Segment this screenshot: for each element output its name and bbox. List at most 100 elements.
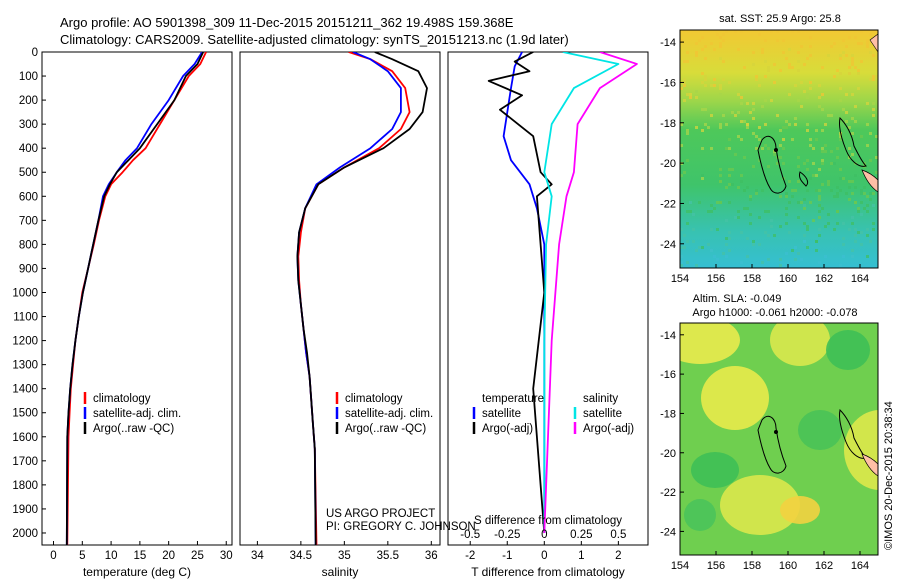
sla-blob-low [798, 410, 842, 450]
sst-pixel [857, 207, 860, 210]
sst-pixel [866, 45, 869, 48]
sst-pixel [698, 201, 701, 204]
sst-pixel [767, 66, 770, 69]
sst-pixel [851, 117, 854, 120]
land-patch [869, 33, 878, 53]
sst-pixel [836, 186, 839, 189]
sst-pixel [779, 258, 782, 261]
sst-pixel [719, 42, 722, 45]
sst-pixel [806, 246, 809, 249]
sst-pixel [740, 180, 743, 183]
sst-pixel [872, 204, 875, 207]
sst-pixel [848, 66, 851, 69]
sst-pixel [728, 249, 731, 252]
sst-pixel [680, 87, 683, 90]
sst-pixel [701, 108, 704, 111]
sst-pixel [845, 93, 848, 96]
sst-pixel [851, 216, 854, 219]
x-tick-label: 25 [191, 550, 204, 562]
sst-pixel [767, 165, 770, 168]
x-tick-label: 36 [425, 550, 438, 562]
sst-pixel [797, 216, 800, 219]
sst-pixel [779, 129, 782, 132]
sst-pixel [815, 189, 818, 192]
s-diff-tick-label: -0.25 [494, 529, 520, 541]
sst-pixel [818, 198, 821, 201]
sst-pixel [860, 30, 863, 33]
sst-pixel [803, 198, 806, 201]
argo-float-marker [774, 148, 778, 152]
sst-pixel [749, 111, 752, 114]
sst-pixel [758, 216, 761, 219]
sst-pixel [818, 84, 821, 87]
sst-pixel [866, 102, 869, 105]
sst-pixel [824, 144, 827, 147]
sst-pixel [686, 159, 689, 162]
sst-pixel [728, 168, 731, 171]
sst-pixel [707, 210, 710, 213]
depth-tick-label: 1300 [12, 360, 38, 372]
sst-pixel [695, 264, 698, 267]
sst-pixel [764, 39, 767, 42]
sst-pixel [725, 255, 728, 258]
sst-pixel [680, 246, 683, 249]
sst-pixel [728, 138, 731, 141]
depth-tick-label: 0 [32, 47, 38, 59]
sst-pixel [779, 156, 782, 159]
argo-float-marker [774, 430, 778, 434]
x-tick-label: 35 [338, 550, 351, 562]
sst-pixel [752, 165, 755, 168]
x-tick-label: -1 [502, 550, 512, 562]
sst-pixel [740, 30, 743, 33]
sst-pixel [872, 192, 875, 195]
map-lat-tick-label: -18 [660, 118, 676, 130]
sst-pixel [800, 201, 803, 204]
sst-pixel [719, 45, 722, 48]
header-line2: Climatology: CARS2009. Satellite-adjuste… [60, 32, 569, 47]
sst-pixel [869, 198, 872, 201]
sst-pixel [701, 147, 704, 150]
sst-pixel [680, 261, 683, 264]
sst-pixel [758, 138, 761, 141]
sst-pixel [788, 180, 791, 183]
sst-pixel [680, 255, 683, 258]
sst-pixel [827, 180, 830, 183]
legend-label-argo: Argo(..raw -QC) [345, 423, 426, 435]
sst-pixel [794, 189, 797, 192]
sst-pixel [827, 213, 830, 216]
s-difference-axis-label: S difference from climatology [474, 515, 622, 527]
sst-pixel [683, 84, 686, 87]
sst-pixel [824, 150, 827, 153]
sst-pixel [752, 132, 755, 135]
sst-pixel [704, 75, 707, 78]
sst-pixel [764, 123, 767, 126]
sst-pixel [857, 210, 860, 213]
temperature-series [65, 52, 207, 545]
sst-pixel [740, 138, 743, 141]
sst-pixel [695, 249, 698, 252]
sst-pixel [824, 225, 827, 228]
sst-pixel [818, 216, 821, 219]
x-tick-label: 0 [541, 550, 547, 562]
sst-pixel [719, 126, 722, 129]
reef-contour [839, 116, 867, 167]
sst-pixel [767, 258, 770, 261]
sst-pixel [797, 165, 800, 168]
sst-pixel [839, 138, 842, 141]
sst-pixel [743, 66, 746, 69]
sst-pixel [731, 168, 734, 171]
sst-pixel [827, 183, 830, 186]
sst-pixel [866, 228, 869, 231]
sst-pixel [779, 144, 782, 147]
difference-legend: temperature salinity satellite Argo(-adj… [472, 393, 634, 435]
sst-pixel [704, 108, 707, 111]
sst-pixel [839, 57, 842, 60]
salinity-tick-labels: 34 34.5 35 35.5 36 [251, 541, 438, 562]
sst-pixel [713, 207, 716, 210]
sst-pixel [848, 36, 851, 39]
sst-pixel [803, 162, 806, 165]
sst-pixel [851, 60, 854, 63]
depth-tick-label: 1600 [12, 432, 38, 444]
sst-pixel [761, 147, 764, 150]
sst-pixel [764, 231, 767, 234]
